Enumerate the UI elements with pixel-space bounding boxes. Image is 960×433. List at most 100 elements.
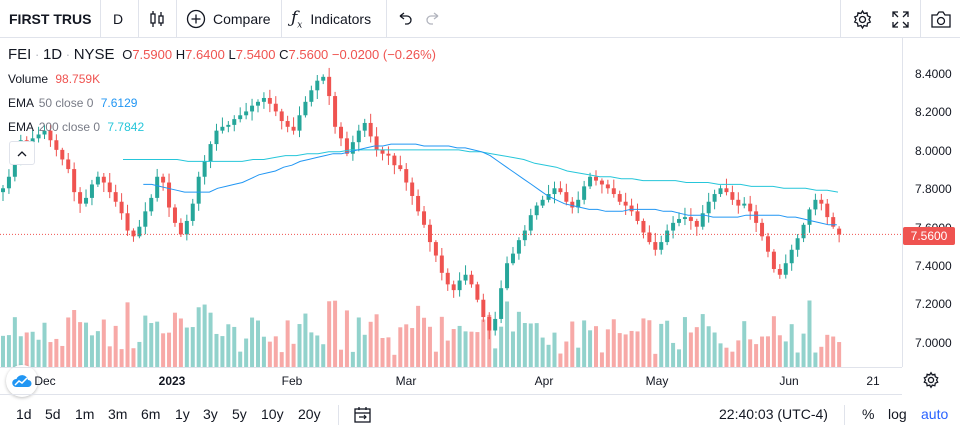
interval-label: D [113,11,124,27]
candle [416,195,421,212]
chart-pane[interactable]: FEI · 1D · NYSE O7.5900 H7.6400 L7.5400 … [0,38,960,397]
symbol-search-button[interactable]: FIRST TRUS [9,0,91,38]
settings-button[interactable] [852,0,873,38]
volume-bar [362,334,367,367]
legend-change: −0.0200 (−0.26%) [331,47,436,62]
range-5d[interactable]: 5d [45,406,61,422]
candle [350,142,355,154]
candle [214,130,219,145]
volume-bar [712,332,717,367]
percent-toggle[interactable]: % [862,406,875,422]
volume-bar [54,338,59,367]
volume-bar [368,321,373,367]
log-toggle[interactable]: log [888,406,907,422]
indicator-ema200[interactable]: EMA 200 close 0 7.7842 [8,120,144,134]
volume-bar [226,324,231,367]
chart-canvas[interactable] [0,38,902,367]
function-icon: ƒx [291,7,303,31]
candle [60,149,65,160]
candle [831,217,836,227]
axis-settings-button[interactable] [922,371,942,391]
low-value: 7.5400 [235,47,276,62]
candle [184,220,189,235]
volume-bar [1,335,5,367]
candle [161,176,166,183]
legend-dot: · [34,47,40,62]
range-5y[interactable]: 5y [232,406,247,422]
toolbar-divider [138,0,139,38]
volume-bar [232,326,237,367]
candle [516,240,521,254]
price-tick: 8.2000 [915,105,952,119]
time-tick: Mar [395,374,417,388]
indicators-button[interactable]: ƒx Indicators [291,0,371,38]
redo-button[interactable] [424,0,442,38]
interval-button[interactable]: D [113,0,123,38]
range-1m[interactable]: 1m [75,406,95,422]
fullscreen-button[interactable] [891,0,910,38]
volume-bar [801,333,806,367]
candle [712,194,717,202]
legend-close: C7.5600 [279,47,328,62]
candle [623,201,628,206]
volume-bar [499,326,504,367]
legend-ticker[interactable]: FEI [8,46,32,63]
clock-display[interactable]: 22:40:03 (UTC-4) [719,406,828,422]
candle [362,122,367,131]
price-axis[interactable]: 8.4000 8.2000 8.0000 7.8000 7.6000 7.400… [902,38,960,367]
volume-bar [356,317,361,367]
volume-bar [831,336,836,367]
volume-bar [374,314,379,367]
candle [137,226,142,237]
price-tick: 7.2000 [915,297,952,311]
volume-bar [433,351,438,367]
candle [795,238,800,250]
range-1y[interactable]: 1y [175,406,190,422]
undo-button[interactable] [396,0,414,38]
candle [706,201,711,214]
volume-bar [333,300,338,367]
goto-date-button[interactable] [353,405,372,429]
range-3y[interactable]: 3y [203,406,218,422]
symbol-label: FIRST TRUS [9,11,92,27]
candle [677,219,682,223]
chart-style-button[interactable] [148,0,166,38]
volume-bar [24,332,29,367]
open-key: O [122,47,133,62]
auto-toggle[interactable]: auto [921,406,949,422]
tradingview-logo[interactable] [6,365,38,397]
candle [611,188,616,195]
range-6m[interactable]: 6m [141,406,161,422]
volume-bar [18,336,23,367]
candle [113,192,118,202]
last-price-tag: 7.5600 [903,227,955,245]
candle [167,182,172,208]
time-tick: Apr [534,374,554,388]
time-tick: Jun [779,374,799,388]
volume-bar [439,316,444,367]
candle [825,203,830,218]
volume-bar [706,326,711,367]
snapshot-button[interactable] [930,0,952,38]
indicator-label: EMA [8,120,34,134]
range-3m[interactable]: 3m [108,406,128,422]
candle [291,126,296,131]
indicator-ema50[interactable]: EMA 50 close 0 7.6129 [8,96,137,110]
volume-bar [398,327,403,367]
candle [469,274,474,285]
indicators-label: Indicators [310,11,372,27]
range-10y[interactable]: 10y [261,406,284,422]
time-axis[interactable]: Dec 2023 Feb Mar Apr May Jun 21 [0,367,902,395]
calendar-icon [354,407,371,423]
collapse-legend-button[interactable] [9,141,35,165]
volume-bar [730,351,735,367]
compare-button[interactable]: Compare [186,0,271,38]
volume-bar [380,338,385,367]
range-1d[interactable]: 1d [16,406,32,422]
volume-bar [297,324,302,367]
indicator-volume[interactable]: Volume 98.759K [8,72,100,86]
candle [356,130,361,143]
volume-bar [303,313,308,367]
range-20y[interactable]: 20y [298,406,321,422]
price-tick: 7.4000 [915,259,952,273]
